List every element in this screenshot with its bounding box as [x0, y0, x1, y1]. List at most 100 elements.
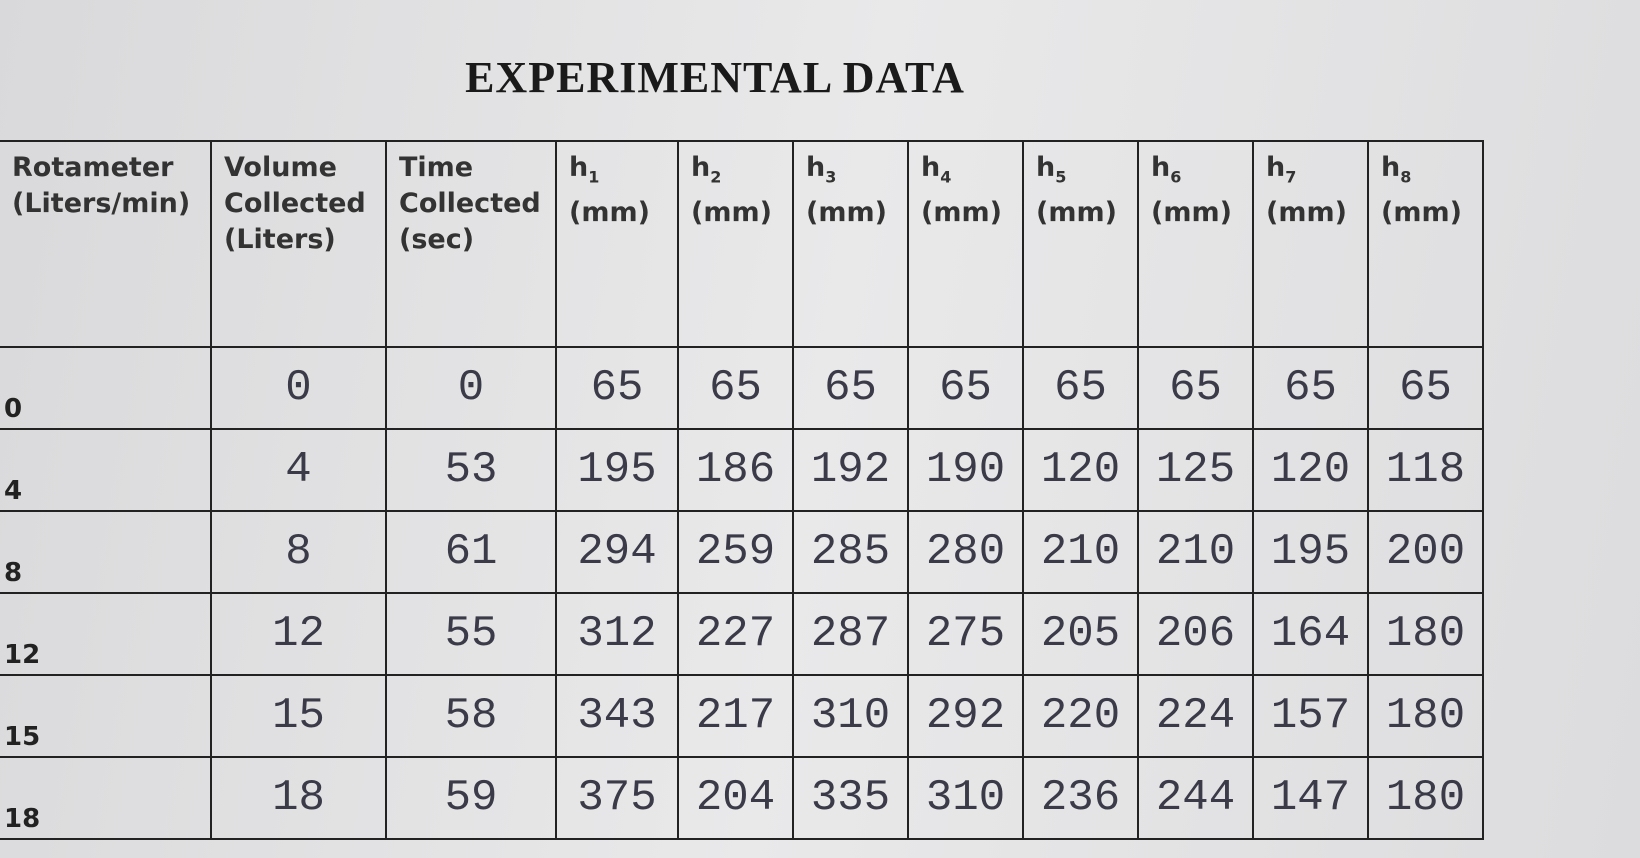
- symbol: h: [1381, 152, 1401, 183]
- subscript: 3: [825, 167, 837, 187]
- data-row: 18 18 59 375 204 335 310 236 244 147 180: [0, 756, 1484, 840]
- value-cell: 275: [907, 592, 1024, 676]
- value-cell: 210: [1137, 510, 1254, 594]
- value-cell: 220: [1022, 674, 1139, 758]
- unit: (mm): [921, 197, 1002, 229]
- value-cell: 120: [1252, 428, 1369, 512]
- value-cell: 0: [385, 346, 557, 430]
- title: EXPERIMENTAL DATA: [465, 53, 965, 102]
- value-cell: 180: [1367, 756, 1484, 840]
- symbol: h: [921, 152, 941, 183]
- value-cell: 65: [1252, 346, 1369, 430]
- header-symbol: h2: [691, 150, 780, 195]
- value-cell: 204: [677, 756, 794, 840]
- subscript: 7: [1285, 167, 1297, 187]
- value-cell: 280: [907, 510, 1024, 594]
- unit: (mm): [806, 197, 887, 229]
- value-cell: 65: [1137, 346, 1254, 430]
- unit: (mm): [1036, 197, 1117, 229]
- value-cell: 192: [792, 428, 909, 512]
- rotameter-cell: 12: [0, 592, 212, 676]
- value-cell: 180: [1367, 674, 1484, 758]
- value-cell: 195: [1252, 510, 1369, 594]
- value-cell: 294: [555, 510, 679, 594]
- header-symbol: h1: [569, 150, 665, 195]
- value-cell: 343: [555, 674, 679, 758]
- header-cell: h1 (mm): [555, 140, 679, 348]
- value-cell: 65: [1367, 346, 1484, 430]
- value-cell: 18: [210, 756, 387, 840]
- value-cell: 292: [907, 674, 1024, 758]
- unit: (mm): [1151, 197, 1232, 229]
- header-cell: h6 (mm): [1137, 140, 1254, 348]
- value-cell: 335: [792, 756, 909, 840]
- header-row: Rotameter (Liters/min) Volume Collected (Lit…: [0, 140, 1484, 348]
- header-line: (sec): [399, 224, 475, 255]
- value-cell: 310: [907, 756, 1024, 840]
- value-cell: 65: [792, 346, 909, 430]
- value-cell: 190: [907, 428, 1024, 512]
- value-cell: 259: [677, 510, 794, 594]
- header-cell: h5 (mm): [1022, 140, 1139, 348]
- rotameter-cell: 8: [0, 510, 212, 594]
- value-cell: 217: [677, 674, 794, 758]
- value-cell: 224: [1137, 674, 1254, 758]
- value-cell: 285: [792, 510, 909, 594]
- value-cell: 180: [1367, 592, 1484, 676]
- header-symbol: h5: [1036, 150, 1125, 195]
- symbol: h: [1151, 152, 1171, 183]
- value-cell: 12: [210, 592, 387, 676]
- value-cell: 0: [210, 346, 387, 430]
- unit: (mm): [691, 197, 772, 229]
- value-cell: 312: [555, 592, 679, 676]
- rotameter-cell: 0: [0, 346, 212, 430]
- header-symbol: h4: [921, 150, 1010, 195]
- unit: (mm): [1381, 197, 1462, 229]
- value-cell: 120: [1022, 428, 1139, 512]
- header-symbol: h7: [1266, 150, 1355, 195]
- value-cell: 164: [1252, 592, 1369, 676]
- header-symbol: h8: [1381, 150, 1470, 195]
- header-cell: h3 (mm): [792, 140, 909, 348]
- subscript: 1: [588, 167, 600, 187]
- unit: (mm): [1266, 197, 1347, 229]
- value-cell: 8: [210, 510, 387, 594]
- value-cell: 61: [385, 510, 557, 594]
- header-cell: Volume Collected (Liters): [210, 140, 387, 348]
- header-cell: Rotameter (Liters/min): [0, 140, 212, 348]
- symbol: h: [806, 152, 826, 183]
- symbol: h: [569, 152, 589, 183]
- header-line: Collected: [399, 188, 541, 219]
- value-cell: 236: [1022, 756, 1139, 840]
- header-cell: h2 (mm): [677, 140, 794, 348]
- symbol: h: [1036, 152, 1056, 183]
- value-cell: 4: [210, 428, 387, 512]
- value-cell: 227: [677, 592, 794, 676]
- header-line: (Liters): [224, 224, 336, 255]
- value-cell: 244: [1137, 756, 1254, 840]
- value-cell: 195: [555, 428, 679, 512]
- value-cell: 15: [210, 674, 387, 758]
- value-cell: 65: [677, 346, 794, 430]
- data-table: Rotameter (Liters/min) Volume Collected (Lit…: [0, 140, 1484, 840]
- subscript: 4: [940, 167, 952, 187]
- symbol: h: [1266, 152, 1286, 183]
- header-cell: h7 (mm): [1252, 140, 1369, 348]
- value-cell: 147: [1252, 756, 1369, 840]
- header-line: Collected: [224, 188, 366, 219]
- value-cell: 206: [1137, 592, 1254, 676]
- data-row: 4 4 53 195 186 192 190 120 125 120 118: [0, 428, 1484, 512]
- value-cell: 200: [1367, 510, 1484, 594]
- unit: (mm): [569, 197, 650, 229]
- table-body: 0 0 0 65 65 65 65 65 65 65 65 4 4 53 195 186 192 190 120 12…: [0, 346, 1484, 840]
- header-symbol: h6: [1151, 150, 1240, 195]
- header-cell: Time Collected (sec): [385, 140, 557, 348]
- header-cell: h8 (mm): [1367, 140, 1484, 348]
- value-cell: 118: [1367, 428, 1484, 512]
- value-cell: 65: [555, 346, 679, 430]
- value-cell: 125: [1137, 428, 1254, 512]
- data-row: 8 8 61 294 259 285 280 210 210 195 200: [0, 510, 1484, 594]
- value-cell: 65: [907, 346, 1024, 430]
- header-line: Volume: [224, 152, 337, 183]
